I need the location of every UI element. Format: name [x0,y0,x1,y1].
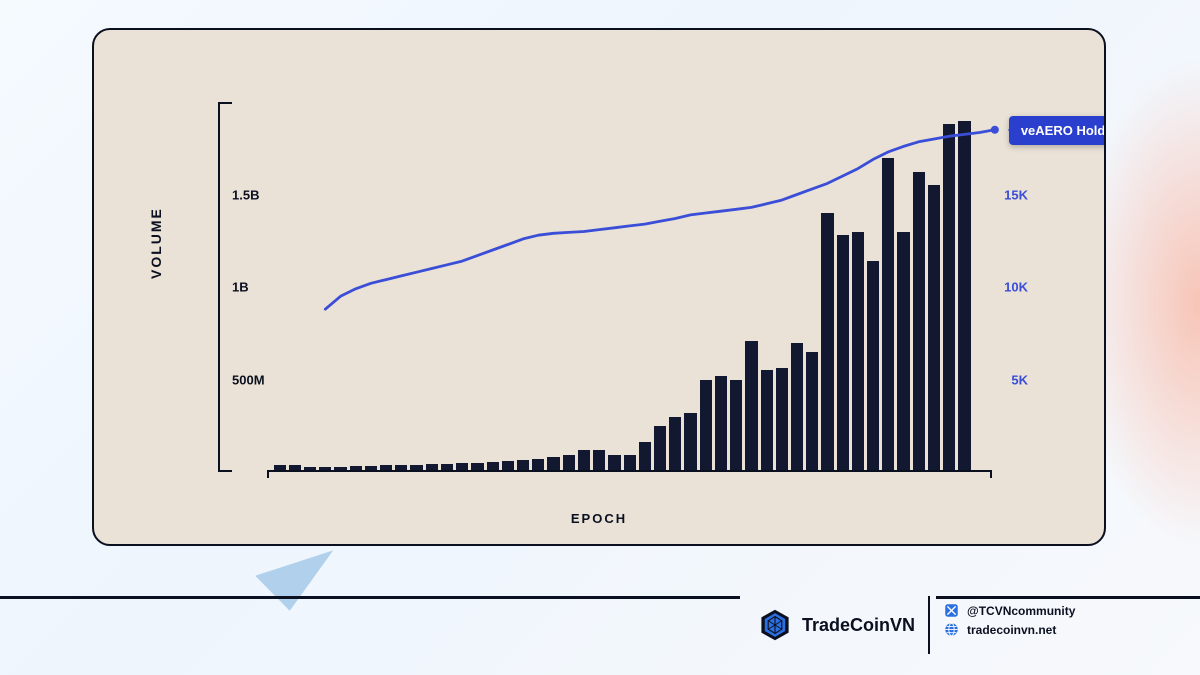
ytick-left: 1.5B [232,187,259,202]
chart-wrap: VOLUME 500M1B1.5B 5K10K15K veAERO Holder… [94,30,1104,544]
y-axis-bracket [218,102,232,472]
line-overlay [272,102,972,472]
footer-divider-left [0,596,740,599]
ytick-right: 15K [1004,187,1028,202]
y-axis-label-left: VOLUME [148,207,164,279]
globe-icon [944,622,959,637]
plot-area: 500M1B1.5B 5K10K15K veAERO Holders [272,102,972,472]
footer-divider-right [936,596,1200,599]
ytick-right: 5K [1011,372,1028,387]
holders-line [325,130,995,309]
brand-logo-icon [758,608,792,642]
website-url: tradecoinvn.net [967,623,1056,637]
x-twitter-icon [944,603,959,618]
social-website[interactable]: tradecoinvn.net [944,622,1075,637]
callout-veaero-holders: veAERO Holders [1009,116,1106,145]
x-axis-baseline [267,470,992,472]
brand-name: TradeCoinVN [802,615,915,636]
ytick-left: 500M [232,372,265,387]
x-axis-label: EPOCH [571,511,627,526]
chart-card: VOLUME 500M1B1.5B 5K10K15K veAERO Holder… [92,28,1106,546]
decorative-triangle [255,550,347,617]
line-endpoint-dot [991,126,999,134]
brand-block: TradeCoinVN [758,608,915,642]
footer-divider-vertical [928,596,930,654]
socials-block: @TCVNcommunity tradecoinvn.net [944,603,1075,637]
ytick-left: 1B [232,280,249,295]
twitter-handle: @TCVNcommunity [967,604,1075,618]
social-twitter[interactable]: @TCVNcommunity [944,603,1075,618]
ytick-right: 10K [1004,280,1028,295]
